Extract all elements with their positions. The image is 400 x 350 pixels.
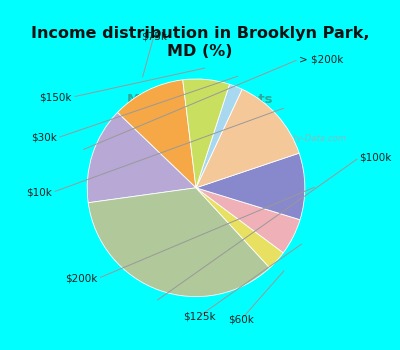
Wedge shape [196,188,283,268]
Wedge shape [183,79,230,188]
Text: $10k: $10k [26,187,52,197]
Text: $125k: $125k [183,311,215,321]
Text: $200k: $200k [65,273,98,284]
Wedge shape [196,84,242,188]
Text: ⓘ City-Data.com: ⓘ City-Data.com [277,134,347,142]
Wedge shape [196,188,300,253]
Text: > $200k: > $200k [299,54,343,64]
Text: $75k: $75k [141,32,167,42]
Wedge shape [196,89,299,188]
Wedge shape [196,153,305,220]
Text: Multirace residents: Multirace residents [127,92,273,106]
Text: Income distribution in Brooklyn Park,
MD (%): Income distribution in Brooklyn Park, MD… [31,26,369,60]
Wedge shape [118,80,196,188]
Text: $30k: $30k [31,133,57,143]
Wedge shape [87,112,196,203]
Wedge shape [88,188,270,296]
Text: $100k: $100k [359,153,392,163]
Text: $60k: $60k [228,314,254,324]
Text: $150k: $150k [40,92,72,102]
